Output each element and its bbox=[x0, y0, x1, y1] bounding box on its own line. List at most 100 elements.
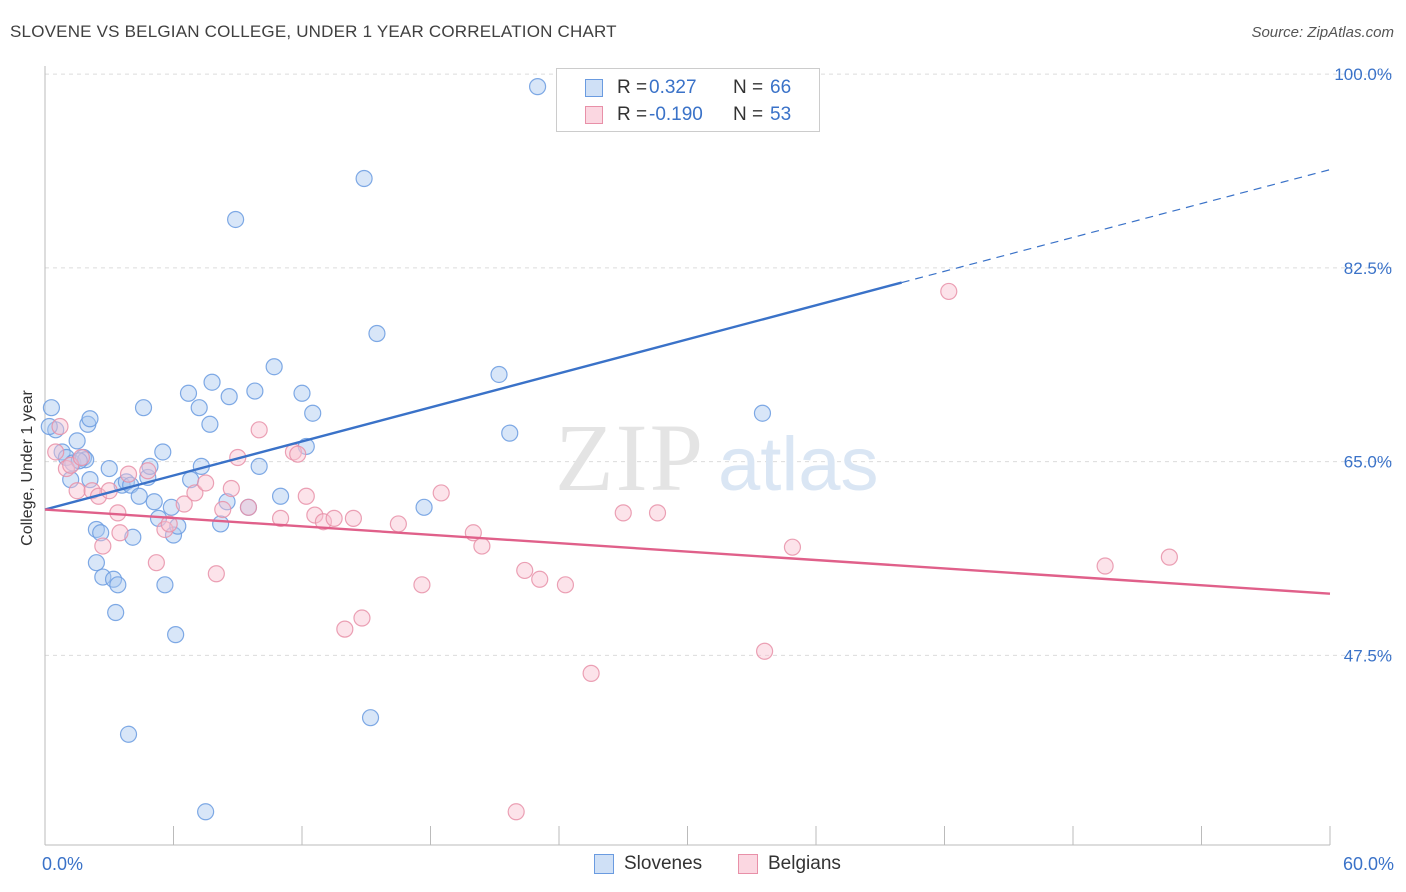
chart-title: SLOVENE VS BELGIAN COLLEGE, UNDER 1 YEAR… bbox=[10, 22, 617, 41]
data-point-slovenes bbox=[368, 324, 386, 343]
data-point-belgians bbox=[306, 506, 324, 524]
legend-label-slovenes: Slovenes bbox=[624, 853, 703, 874]
trend-line-slovenes bbox=[44, 281, 902, 511]
data-point-belgians bbox=[250, 421, 268, 439]
trend-line-slovenes-extension bbox=[901, 169, 1331, 284]
data-point-slovenes bbox=[109, 576, 127, 594]
data-point-belgians bbox=[432, 484, 450, 502]
data-point-slovenes bbox=[355, 169, 373, 188]
legend-label-belgians: Belgians bbox=[768, 853, 841, 874]
y-tick-label: 82.5% bbox=[1344, 259, 1392, 278]
data-point-slovenes bbox=[304, 404, 322, 422]
data-point-slovenes bbox=[42, 399, 61, 417]
data-point-belgians bbox=[648, 504, 667, 522]
data-point-slovenes bbox=[68, 432, 86, 450]
data-point-belgians bbox=[289, 445, 307, 463]
data-point-belgians bbox=[197, 474, 215, 492]
data-point-slovenes bbox=[87, 554, 106, 572]
watermark-atlas: atlas bbox=[718, 422, 879, 507]
data-points bbox=[40, 78, 1178, 821]
legend-r-label: R = bbox=[617, 104, 648, 125]
data-point-slovenes bbox=[220, 388, 238, 406]
data-point-belgians bbox=[755, 642, 774, 660]
legend-n-label: N = bbox=[733, 104, 764, 125]
data-point-belgians bbox=[336, 620, 354, 638]
source-label: Source: ZipAtlas.com bbox=[1251, 24, 1394, 41]
data-point-belgians bbox=[783, 538, 802, 556]
data-point-slovenes bbox=[100, 459, 118, 478]
data-point-belgians bbox=[139, 462, 157, 480]
data-point-belgians bbox=[389, 515, 407, 533]
data-point-slovenes bbox=[501, 424, 519, 442]
data-point-belgians bbox=[314, 513, 333, 531]
tick-labels: 47.5% 65.0% 82.5% 100.0% 0.0% 60.0% bbox=[42, 65, 1394, 874]
data-point-slovenes bbox=[141, 457, 159, 475]
data-point-belgians bbox=[147, 554, 165, 572]
data-point-slovenes bbox=[119, 725, 138, 743]
data-point-slovenes bbox=[94, 568, 112, 586]
data-point-slovenes bbox=[227, 210, 245, 229]
x-tick-label: 60.0% bbox=[1343, 854, 1394, 874]
data-point-slovenes bbox=[271, 487, 290, 505]
data-point-belgians bbox=[531, 570, 549, 588]
data-point-slovenes bbox=[528, 78, 547, 96]
data-point-belgians bbox=[1160, 548, 1178, 566]
data-point-belgians bbox=[940, 282, 958, 301]
data-point-belgians bbox=[614, 504, 632, 522]
legend-row-belgians: R = -0.190 N = 53 bbox=[557, 102, 819, 128]
watermark: ZIP atlas bbox=[555, 404, 879, 511]
legend-swatch-belgians bbox=[738, 854, 758, 874]
data-point-belgians bbox=[119, 465, 138, 483]
data-point-belgians bbox=[413, 576, 431, 594]
grid-lines bbox=[45, 73, 1392, 656]
legend-swatch-belgians bbox=[585, 106, 603, 124]
data-point-slovenes bbox=[124, 528, 142, 546]
data-point-belgians bbox=[516, 561, 534, 580]
data-point-slovenes bbox=[246, 382, 264, 400]
data-point-slovenes bbox=[130, 487, 148, 505]
data-point-slovenes bbox=[203, 373, 221, 391]
data-point-slovenes bbox=[156, 576, 174, 594]
data-point-belgians bbox=[222, 479, 240, 498]
data-point-belgians bbox=[175, 495, 193, 513]
data-point-slovenes bbox=[293, 384, 311, 402]
y-tick-label: 100.0% bbox=[1334, 65, 1392, 84]
data-point-slovenes bbox=[81, 471, 99, 489]
legend-swatch-slovenes bbox=[594, 854, 614, 874]
data-point-slovenes bbox=[201, 415, 219, 433]
data-point-slovenes bbox=[81, 410, 99, 428]
legend-r-label: R = bbox=[617, 77, 648, 98]
data-point-belgians bbox=[68, 482, 86, 500]
data-point-belgians bbox=[239, 498, 258, 516]
data-point-belgians bbox=[271, 509, 290, 527]
stats-legend: R = 0.327 N = 66 R = -0.190 N = 53 bbox=[556, 68, 820, 132]
y-tick-label: 47.5% bbox=[1344, 646, 1392, 665]
legend-swatch-slovenes bbox=[585, 79, 603, 97]
data-point-slovenes bbox=[415, 498, 433, 516]
data-point-slovenes bbox=[107, 603, 125, 622]
data-point-belgians bbox=[582, 664, 600, 682]
data-point-slovenes bbox=[92, 524, 110, 542]
data-point-belgians bbox=[297, 487, 315, 505]
data-point-belgians bbox=[160, 515, 178, 533]
data-point-slovenes bbox=[753, 404, 772, 422]
data-point-slovenes bbox=[162, 498, 180, 516]
data-point-belgians bbox=[473, 537, 491, 555]
data-point-belgians bbox=[214, 500, 232, 519]
legend-r-value: -0.190 bbox=[649, 104, 703, 125]
data-point-slovenes bbox=[265, 358, 283, 376]
legend-r-value: 0.327 bbox=[649, 77, 697, 98]
data-point-belgians bbox=[94, 537, 112, 555]
data-point-slovenes bbox=[134, 399, 153, 417]
legend-row-slovenes: R = 0.327 N = 66 bbox=[557, 75, 819, 101]
data-point-belgians bbox=[353, 609, 371, 627]
data-point-slovenes bbox=[250, 457, 268, 475]
x-tick-label: 0.0% bbox=[42, 854, 83, 874]
trend-lines bbox=[44, 169, 1331, 595]
trend-line-belgians bbox=[44, 508, 1331, 595]
data-point-slovenes bbox=[179, 384, 198, 402]
data-point-belgians bbox=[47, 443, 65, 461]
data-point-slovenes bbox=[490, 365, 508, 384]
data-point-slovenes bbox=[361, 709, 380, 727]
data-point-slovenes bbox=[145, 493, 163, 511]
